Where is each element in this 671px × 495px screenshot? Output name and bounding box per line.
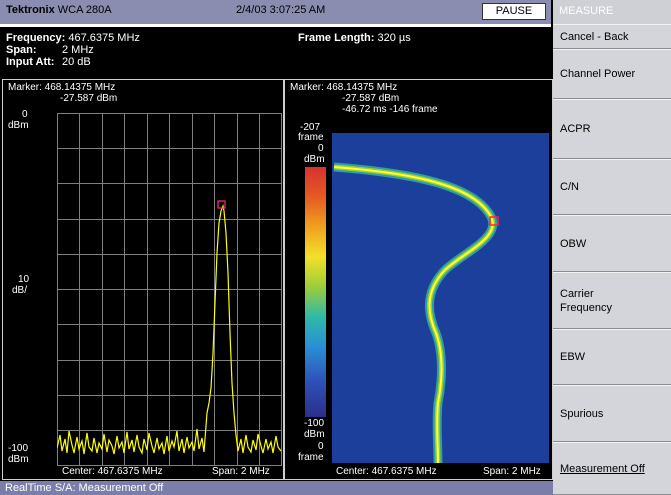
cancel-back-button[interactable]: Cancel - Back [553,24,671,49]
brand-label: Tektronix WCA 280A [6,4,112,16]
header-divider [0,24,551,27]
left-scale-value: 10 [18,274,30,285]
pause-button[interactable]: PAUSE [482,3,546,20]
spectrum-marker [217,200,226,209]
spectrogram-trace-core [333,166,494,463]
frequency-value: 467.6375 MHz [68,32,140,44]
right-scale-bottom-unit: dBm [304,429,325,440]
left-bottom-unit: dBm [8,454,29,465]
frame-length-value: 320 µs [377,32,411,44]
menu-title: MEASURE [553,0,671,24]
left-marker-freq: Marker: 468.14375 MHz [8,82,116,93]
spectrum-plot [57,113,282,466]
frame-length-label: Frame Length: [298,32,375,44]
right-marker-time: -46.72 ms -146 frame [342,104,438,115]
spectrogram-plot [332,133,549,463]
frequency-label: Frequency: [6,32,66,44]
right-marker-level: -27.587 dBm [342,93,400,104]
span-value: 2 MHz [62,44,94,56]
channel-power-button[interactable]: Channel Power [553,49,671,99]
left-scale-unit: dB/ [12,285,28,296]
carrier-frequency-label: Carrier Frequency [560,287,612,314]
obw-button[interactable]: OBW [553,215,671,272]
status-bar: RealTime S/A: Measurement Off [0,481,553,495]
spurious-button[interactable]: Spurious [553,385,671,442]
carrier-frequency-button[interactable]: Carrier Frequency [553,272,671,329]
spectrum-grid [57,113,282,466]
right-scale-top: 0 [318,143,324,154]
settings-info: Frequency: 467.6375 MHz Span: 2 MHz Input… [6,32,140,68]
left-bottom-value: -100 [8,443,29,454]
spectrogram-marker [489,216,499,226]
right-center-label: Center: 467.6375 MHz [336,466,437,477]
spectrum-panel [2,79,284,480]
right-span-label: Span: 2 MHz [483,466,541,477]
title-bar [0,0,551,24]
right-marker-freq: Marker: 468.14375 MHz [290,82,398,93]
datetime-label: 2/4/03 3:07:25 AM [236,4,326,16]
frame-length-info: Frame Length: 320 µs [298,32,411,44]
right-top-frame: -207 [300,122,321,133]
input-att-label: Input Att: [6,56,55,68]
measurement-off-button[interactable]: Measurement Off [553,442,671,495]
acpr-button[interactable]: ACPR [553,99,671,159]
left-top-unit: dBm [8,120,29,131]
right-scale-top-unit: dBm [304,154,325,165]
right-bottom-frame: 0 [318,441,324,452]
ebw-button[interactable]: EBW [553,329,671,385]
left-marker-level: -27.587 dBm [60,93,118,104]
spectrogram-panel [284,79,553,480]
left-top-value: 0 [22,109,28,120]
left-center-label: Center: 467.6375 MHz [62,466,163,477]
span-label: Span: [6,44,37,56]
right-bottom-frame-unit: frame [298,452,324,463]
spectrum-trace [57,203,282,455]
left-span-label: Span: 2 MHz [212,466,270,477]
color-scale-bar [305,167,326,417]
right-top-frame-unit: frame [298,132,324,143]
right-scale-bottom: -100 [304,418,325,429]
input-att-value: 20 dB [62,56,91,68]
cn-button[interactable]: C/N [553,159,671,215]
